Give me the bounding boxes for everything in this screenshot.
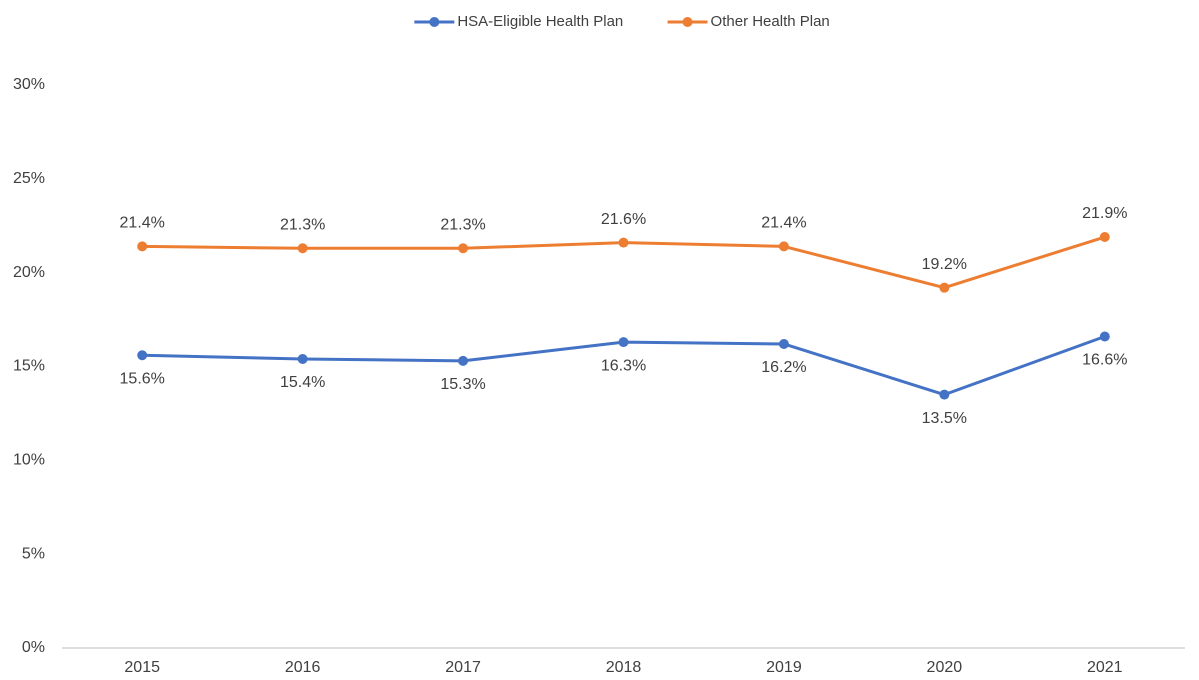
data-label: 21.9% — [1082, 205, 1127, 222]
point — [778, 241, 789, 252]
point — [778, 338, 789, 349]
data-label: 16.2% — [761, 359, 806, 376]
point — [618, 337, 629, 348]
y-tick-label: 25% — [13, 170, 45, 187]
data-label: 21.4% — [120, 215, 165, 232]
data-label: 21.3% — [440, 216, 485, 233]
legend-label: HSA-Eligible Health Plan — [457, 13, 623, 30]
point — [137, 350, 148, 361]
y-tick-label: 0% — [22, 639, 45, 656]
point — [297, 353, 308, 364]
point — [618, 237, 629, 248]
x-tick-label: 2017 — [445, 659, 481, 676]
legend-marker — [682, 17, 693, 27]
y-tick-label: 30% — [13, 76, 45, 93]
point — [939, 389, 950, 400]
y-tick-label: 5% — [22, 545, 45, 562]
point — [939, 282, 950, 293]
x-tick-label: 2016 — [285, 659, 321, 676]
legend-marker — [429, 17, 440, 27]
data-label: 13.5% — [922, 410, 967, 427]
data-label: 19.2% — [922, 256, 967, 273]
x-tick-label: 2021 — [1087, 659, 1123, 676]
data-label: 16.3% — [601, 357, 646, 374]
x-tick-label: 2015 — [124, 659, 160, 676]
data-label: 15.4% — [280, 374, 325, 391]
y-tick-label: 20% — [13, 264, 45, 281]
data-label: 16.6% — [1082, 352, 1127, 369]
y-tick-label: 10% — [13, 452, 45, 469]
point — [1099, 232, 1110, 243]
data-label: 21.4% — [761, 215, 806, 232]
x-tick-label: 2019 — [766, 659, 802, 676]
x-tick-label: 2018 — [606, 659, 642, 676]
data-label: 15.6% — [120, 370, 165, 387]
point — [137, 241, 148, 252]
y-tick-label: 15% — [13, 358, 45, 375]
point — [458, 243, 469, 254]
data-label: 21.6% — [601, 211, 646, 228]
point — [297, 243, 308, 254]
data-label: 21.3% — [280, 216, 325, 233]
point — [458, 355, 469, 366]
legend-label: Other Health Plan — [711, 13, 830, 30]
point — [1099, 331, 1110, 342]
data-label: 15.3% — [440, 376, 485, 393]
x-tick-label: 2020 — [927, 659, 963, 676]
